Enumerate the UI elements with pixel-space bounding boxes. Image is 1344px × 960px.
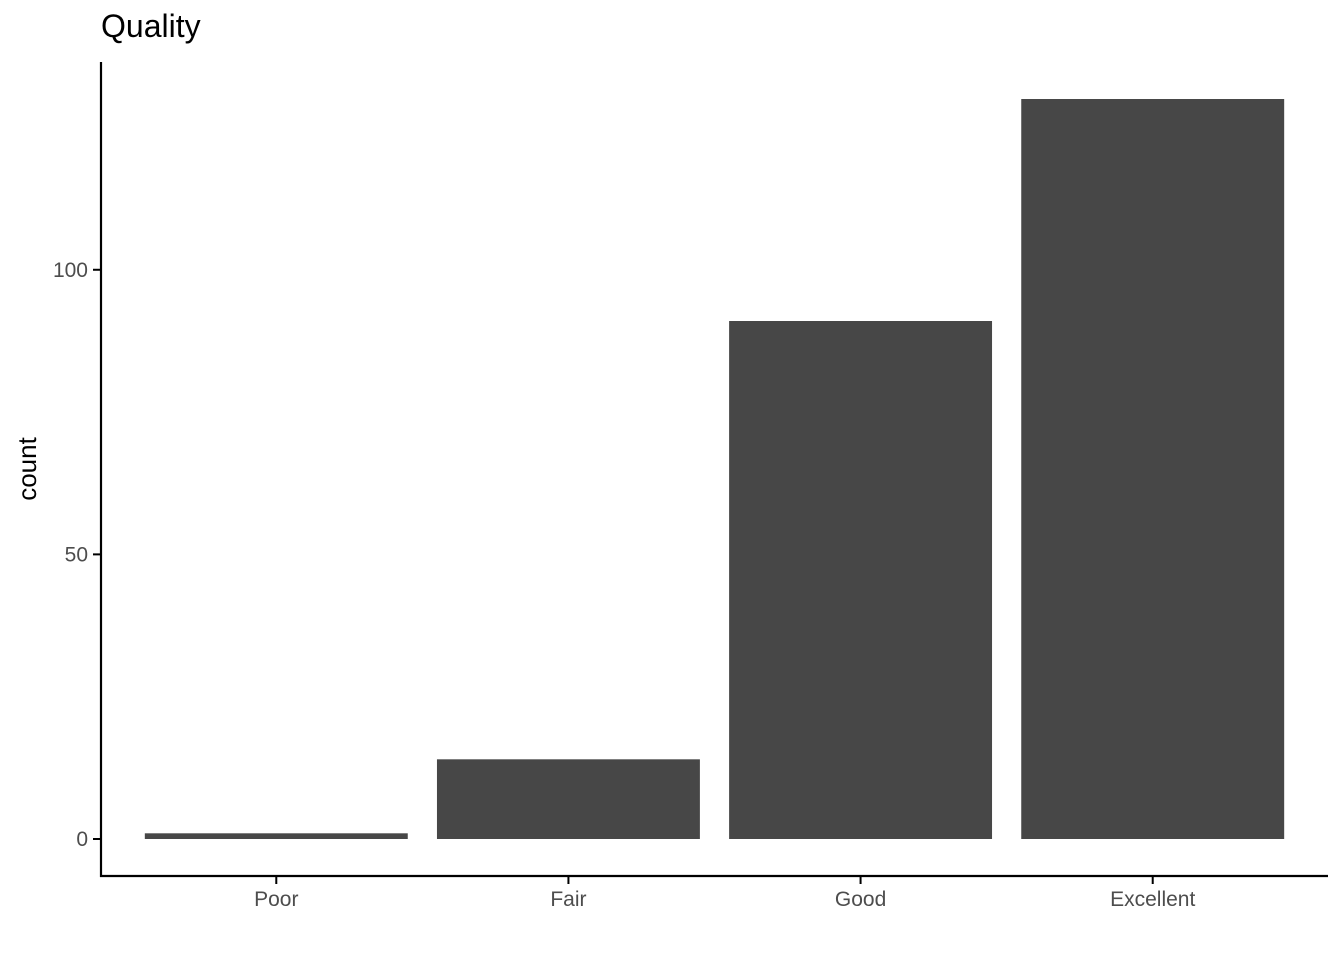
x-tick-label: Good: [835, 888, 886, 911]
bar-fair: [436, 759, 700, 839]
y-axis-label: count: [12, 436, 42, 500]
bar-excellent: [1021, 99, 1285, 839]
x-tick-label: Excellent: [1110, 888, 1195, 911]
bar-good: [729, 321, 993, 839]
x-ticks-layer: Poor Fair Good Excellent: [254, 876, 1195, 911]
axes-layer: [99, 62, 1328, 878]
bars-layer: [144, 99, 1285, 839]
y-tick-label: 50: [65, 543, 88, 566]
chart-title: Quality: [101, 8, 201, 44]
y-tick-label: 0: [76, 828, 88, 851]
x-tick-label: Poor: [254, 888, 298, 911]
x-tick-label: Fair: [550, 888, 586, 911]
bar-poor: [144, 833, 408, 839]
y-tick-label: 100: [53, 259, 88, 282]
y-ticks-layer: 0 50 100: [53, 259, 101, 851]
